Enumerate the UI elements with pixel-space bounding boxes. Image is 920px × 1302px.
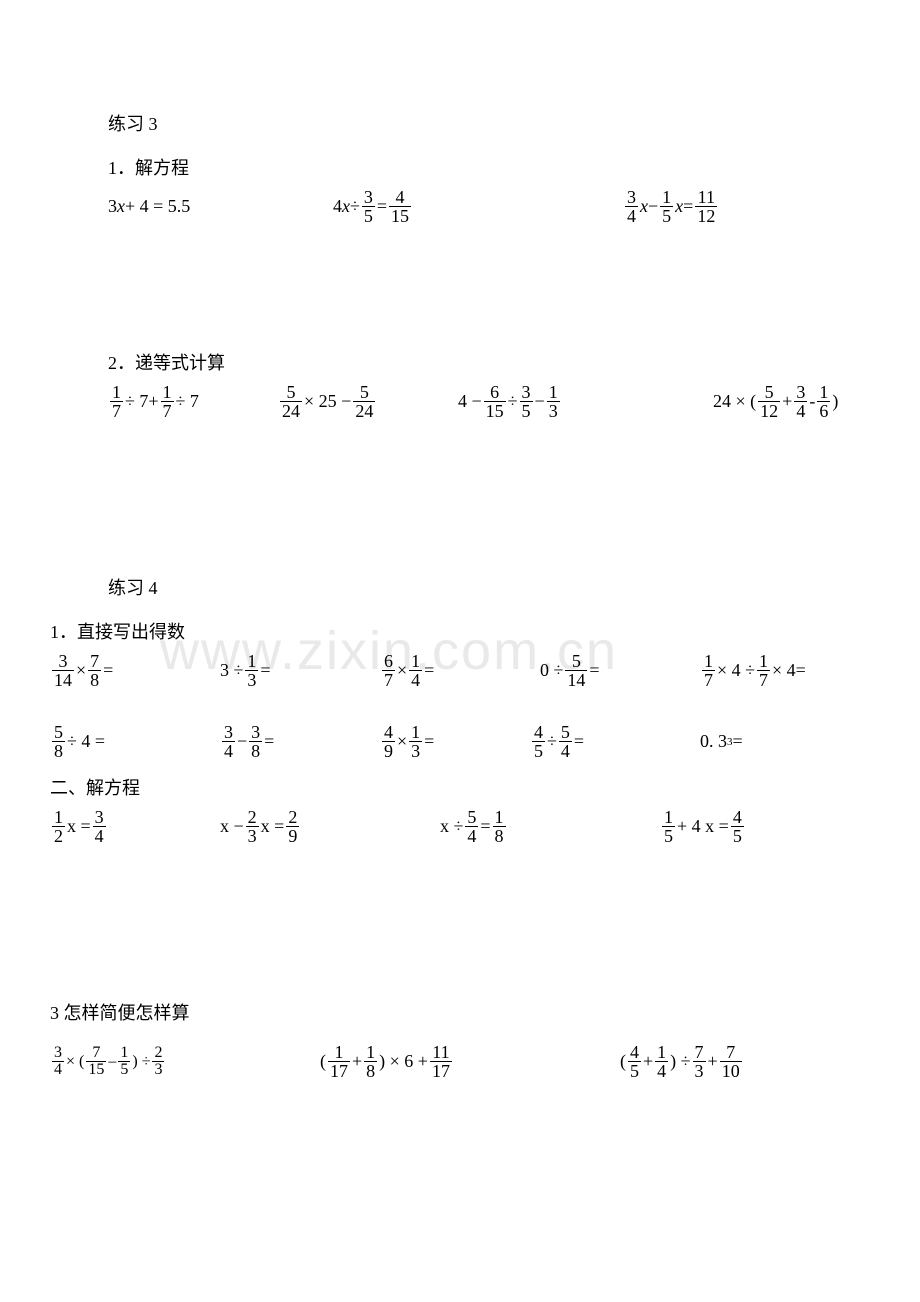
ex4-p2-c2: x − 23 x = 29 [220, 808, 440, 845]
ex4-p1r1-c4: 0 ÷ 514 = [540, 652, 700, 689]
ex4-p2-c4: 15 + 4 x = 45 [660, 808, 746, 845]
ex4-p2-c3: x ÷ 54 = 18 [440, 808, 660, 845]
ex4-p1r2-c4: 45 ÷ 54 = [530, 723, 700, 760]
ex4-p1r1-c2: 3 ÷ 13 = [220, 652, 380, 689]
ex3-p2-c1: 17 ÷ 7+ 17 ÷ 7 [108, 383, 278, 420]
ex3-p2-title: 2．递等式计算 [108, 349, 870, 375]
ex4-p1r1-c1: 314 × 78 = [50, 652, 220, 689]
ex3-p2-c3: 4 − 615 ÷ 35 − 13 [458, 383, 713, 420]
ex4-p1r2-c3: 49 × 13 = [380, 723, 530, 760]
ex3-p1-title: 1．解方程 [108, 154, 870, 180]
ex3-p1-c1: 3x + 4 = 5.5 [108, 196, 333, 217]
ex4-p1r2-c5: 0. 33 = [700, 731, 743, 752]
ex4-p1r1-c3: 67 × 14 = [380, 652, 540, 689]
ex4-p3-c3: ( 45 + 14 ) ÷ 73 + 710 [620, 1043, 744, 1080]
ex4-p3-c2: ( 117 + 18 ) × 6 + 1117 [320, 1043, 620, 1080]
ex4-p2-c1: 12 x = 34 [50, 808, 220, 845]
ex4-p1r2-c2: 34 − 38 = [220, 723, 380, 760]
ex3-p2-c2: 524 × 25 − 524 [278, 383, 458, 420]
exercise4-title: 练习 4 [108, 574, 870, 600]
ex3-p2-c4: 24 × ( 512 + 34 - 16 ) [713, 383, 838, 420]
ex3-p1-c3: 34 x − 15 x = 1112 [623, 188, 719, 225]
exercise3-title: 练习 3 [108, 110, 870, 136]
ex4-p3-title: 3 怎样简便怎样算 [50, 999, 870, 1025]
ex3-p1-c2: 4x ÷ 35 = 415 [333, 188, 623, 225]
ex4-p1-title: 1．直接写出得数 [50, 618, 870, 644]
ex4-p2-title: 二、解方程 [50, 774, 870, 800]
ex4-p3-c1: 34 × ( 715 – 15 ) ÷ 23 [50, 1045, 320, 1078]
ex4-p1r2-c1: 58 ÷ 4 = [50, 723, 220, 760]
ex4-p1r1-c5: 17 × 4 ÷ 17 × 4= [700, 652, 806, 689]
